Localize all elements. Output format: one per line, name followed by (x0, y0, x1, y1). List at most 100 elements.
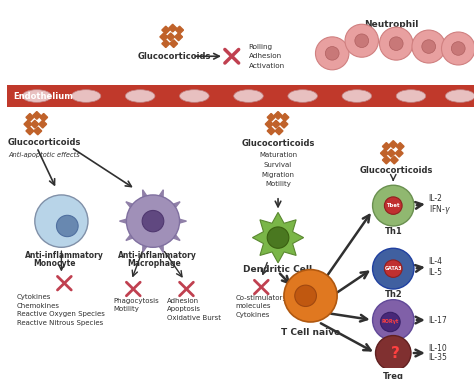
Polygon shape (126, 202, 139, 212)
Polygon shape (390, 156, 398, 164)
Text: IL-17: IL-17 (428, 316, 447, 324)
Circle shape (412, 30, 446, 63)
Polygon shape (119, 218, 133, 225)
Text: Cytokines: Cytokines (17, 294, 52, 300)
Ellipse shape (22, 90, 52, 102)
Text: Motility: Motility (265, 181, 291, 187)
Text: Glucocorticoids: Glucocorticoids (359, 166, 433, 175)
Polygon shape (143, 190, 150, 203)
Ellipse shape (342, 90, 372, 102)
Text: Apoptosis: Apoptosis (167, 306, 201, 312)
Text: Anti-inflammatory: Anti-inflammatory (118, 251, 196, 260)
Text: IL-35: IL-35 (428, 353, 447, 362)
Circle shape (373, 248, 414, 289)
Text: Tbet: Tbet (386, 203, 400, 208)
Text: Chemokines: Chemokines (17, 302, 60, 309)
Circle shape (441, 32, 474, 65)
Text: Monocyte: Monocyte (33, 259, 75, 268)
Text: Th17: Th17 (382, 342, 405, 351)
Text: Rolling: Rolling (248, 44, 273, 50)
Circle shape (325, 47, 339, 60)
Text: IL-10: IL-10 (428, 344, 447, 353)
Text: Cytokines: Cytokines (236, 312, 270, 318)
Polygon shape (274, 111, 282, 119)
Circle shape (345, 24, 378, 57)
Ellipse shape (180, 90, 209, 102)
Text: Glucocorticoids: Glucocorticoids (241, 139, 315, 148)
Text: Anti-inflammatory: Anti-inflammatory (25, 251, 104, 260)
Polygon shape (396, 143, 404, 150)
Circle shape (316, 37, 349, 70)
Text: Phagocytosis: Phagocytosis (114, 298, 159, 304)
Text: Motility: Motility (114, 306, 139, 312)
Text: Th1: Th1 (384, 227, 402, 236)
Text: GATA3: GATA3 (384, 266, 402, 271)
Polygon shape (280, 120, 288, 128)
Polygon shape (170, 40, 178, 47)
Polygon shape (156, 190, 164, 203)
Circle shape (142, 210, 164, 232)
Circle shape (295, 285, 317, 307)
Circle shape (373, 185, 414, 226)
Text: RORγt: RORγt (382, 319, 399, 324)
Text: Migration: Migration (262, 172, 294, 178)
Circle shape (355, 34, 369, 47)
Text: IL-5: IL-5 (428, 268, 443, 277)
Polygon shape (162, 26, 170, 34)
Ellipse shape (71, 90, 101, 102)
Text: Endothelium: Endothelium (13, 92, 73, 102)
Ellipse shape (396, 90, 426, 102)
Text: IFN-$\gamma$: IFN-$\gamma$ (428, 203, 451, 216)
Polygon shape (40, 113, 47, 121)
Polygon shape (173, 218, 186, 225)
Polygon shape (389, 141, 397, 149)
Ellipse shape (446, 90, 474, 102)
Polygon shape (26, 113, 34, 121)
Text: Adhesion: Adhesion (167, 298, 199, 304)
Circle shape (375, 335, 411, 371)
Bar (7, 85, 474, 106)
Polygon shape (160, 33, 168, 41)
Polygon shape (167, 33, 174, 41)
Text: Oxidative Burst: Oxidative Burst (167, 315, 221, 321)
Polygon shape (169, 24, 177, 32)
Text: molecules: molecules (236, 304, 271, 310)
Circle shape (284, 269, 337, 322)
Text: Glucocorticoids: Glucocorticoids (8, 138, 82, 147)
Polygon shape (272, 120, 280, 128)
Text: Macrophage: Macrophage (128, 259, 181, 268)
Polygon shape (387, 149, 395, 157)
Circle shape (267, 227, 289, 248)
Polygon shape (383, 156, 390, 164)
Text: Adhesion: Adhesion (248, 53, 282, 59)
Text: ?: ? (391, 346, 400, 360)
Circle shape (384, 260, 402, 277)
Polygon shape (395, 149, 403, 157)
Text: T Cell naive: T Cell naive (281, 328, 340, 337)
Polygon shape (253, 212, 304, 263)
Polygon shape (143, 239, 150, 252)
Polygon shape (39, 120, 46, 128)
Polygon shape (265, 120, 273, 128)
Text: Neutrophil: Neutrophil (364, 20, 419, 29)
Polygon shape (167, 230, 180, 241)
Text: Treg: Treg (383, 372, 404, 379)
Polygon shape (176, 26, 183, 34)
Ellipse shape (234, 90, 263, 102)
Polygon shape (31, 120, 39, 128)
Text: Co-stimulatory: Co-stimulatory (236, 295, 287, 301)
Polygon shape (24, 120, 32, 128)
Polygon shape (126, 230, 139, 241)
Ellipse shape (126, 90, 155, 102)
Circle shape (381, 312, 400, 332)
Polygon shape (26, 127, 34, 135)
Polygon shape (275, 127, 283, 135)
Polygon shape (167, 202, 180, 212)
Circle shape (451, 42, 465, 55)
Polygon shape (383, 143, 390, 150)
Polygon shape (34, 127, 42, 135)
Circle shape (56, 215, 78, 236)
Polygon shape (33, 111, 41, 119)
Circle shape (373, 300, 414, 340)
Text: IL-4: IL-4 (428, 257, 443, 266)
